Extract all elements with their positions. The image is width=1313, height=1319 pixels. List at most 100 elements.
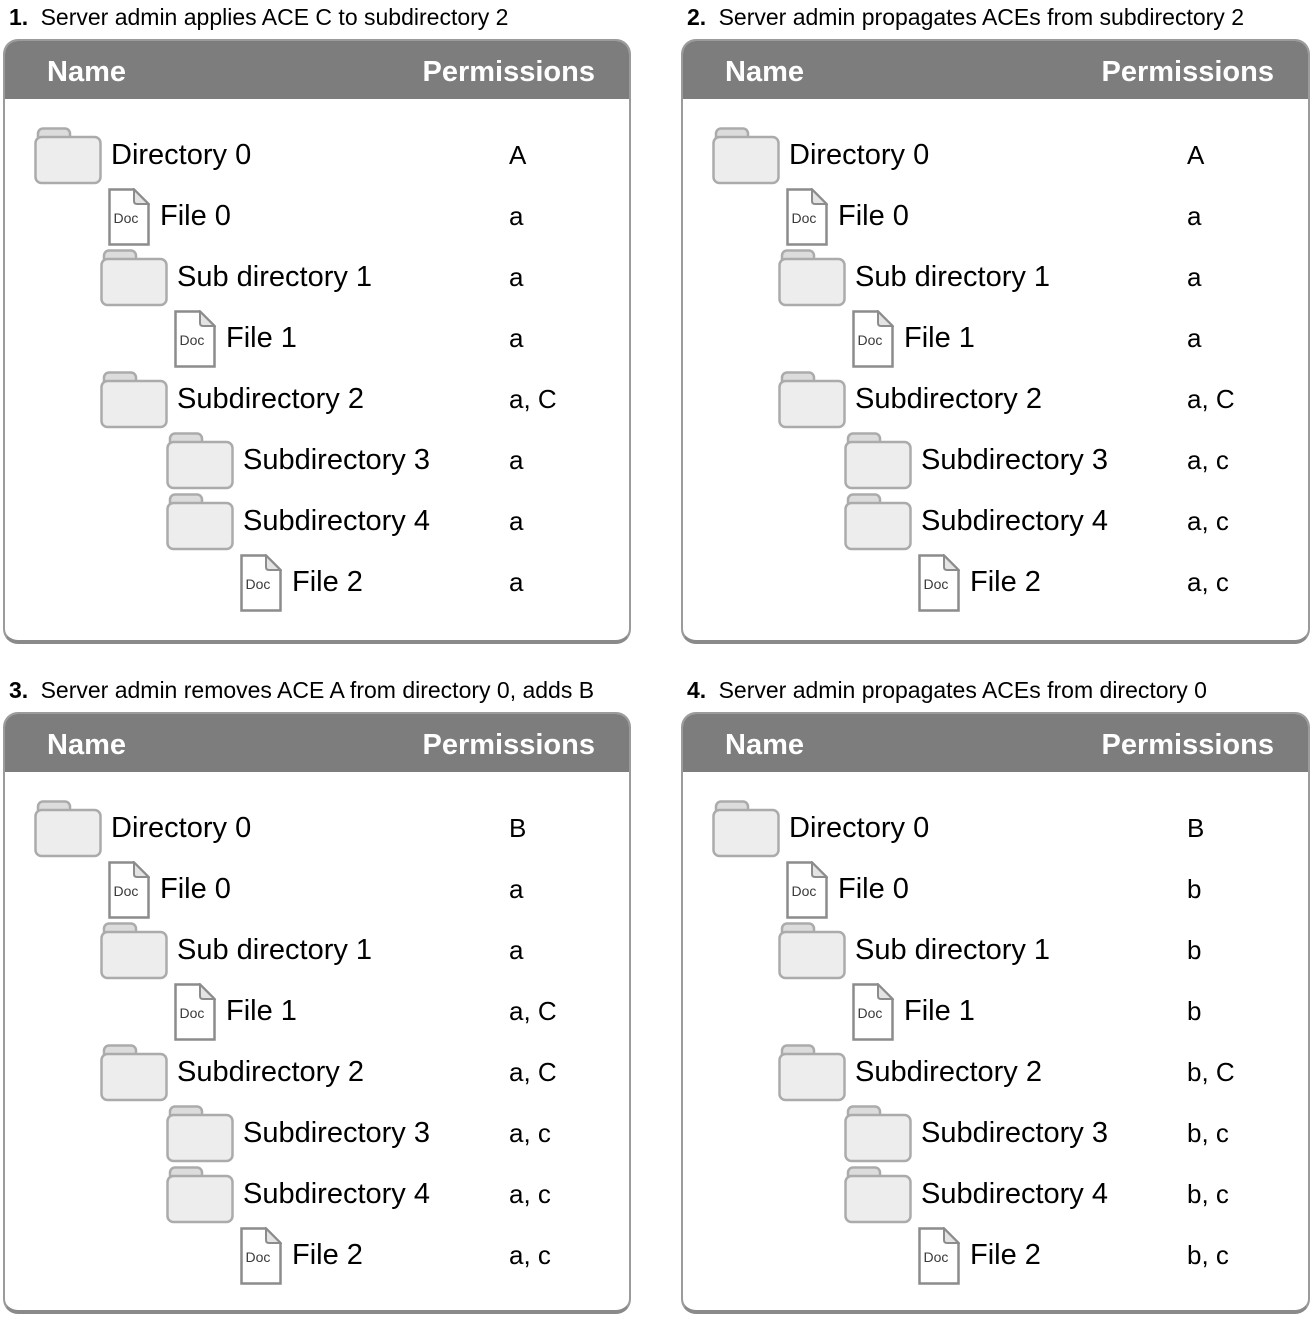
doc-icon-label: Doc (246, 576, 271, 592)
item-permissions: a (509, 935, 524, 965)
table-row: Subdirectory 3 a, c (5, 1103, 629, 1164)
item-permissions: a (1187, 201, 1202, 231)
folder-icon (166, 431, 234, 489)
table-row: Doc File 1 a (5, 308, 629, 369)
doc-icon-label: Doc (792, 883, 817, 899)
item-name: Subdirectory 3 (921, 444, 1108, 476)
doc-icon-wrap: Doc (786, 860, 828, 919)
doc-icon: Doc (918, 553, 960, 612)
doc-icon-wrap: Doc (918, 1226, 960, 1285)
item-permissions: a (509, 201, 524, 231)
step-caption: Server admin removes ACE A from director… (34, 677, 595, 703)
folder-icon (100, 921, 168, 979)
item-name: File 0 (838, 873, 909, 905)
item-name: Subdirectory 2 (177, 1056, 364, 1088)
folder-icon (778, 370, 846, 428)
file-listing-table: Name Permissions Directory 0 A Doc File … (681, 39, 1310, 644)
table-row: Sub directory 1 a (5, 920, 629, 981)
item-name: Sub directory 1 (177, 261, 373, 293)
doc-icon: Doc (852, 982, 894, 1041)
item-name: Subdirectory 4 (243, 505, 430, 537)
item-name: File 0 (160, 873, 231, 905)
table-row: Sub directory 1 b (683, 920, 1308, 981)
column-header-permissions: Permissions (1101, 729, 1274, 761)
item-name: Sub directory 1 (855, 934, 1051, 966)
table-row: Doc File 2 a, c (683, 552, 1308, 613)
item-permissions: a, c (1187, 445, 1229, 475)
item-permissions: a (509, 567, 524, 597)
folder-icon (166, 1165, 234, 1223)
table-row: Sub directory 1 a (683, 247, 1308, 308)
panel-title: 4. Server admin propagates ACEs from dir… (687, 675, 1310, 705)
folder-icon (712, 799, 780, 857)
folder-icon (100, 248, 168, 306)
item-permissions: b, C (1187, 1057, 1235, 1087)
table-row: Subdirectory 2 a, C (5, 1042, 629, 1103)
item-permissions: a, c (509, 1118, 551, 1148)
item-name: Subdirectory 2 (855, 383, 1042, 415)
doc-icon-label: Doc (858, 1005, 883, 1021)
panel-title: 2. Server admin propagates ACEs from sub… (687, 2, 1310, 32)
item-name: Sub directory 1 (855, 261, 1051, 293)
doc-icon-label: Doc (114, 883, 139, 899)
item-permissions: b, c (1187, 1179, 1229, 1209)
doc-icon-label: Doc (858, 332, 883, 348)
table-header: Name Permissions (683, 41, 1308, 99)
panel-title: 3. Server admin removes ACE A from direc… (9, 675, 631, 705)
item-permissions: a, c (1187, 567, 1229, 597)
table-row: Doc File 2 a (5, 552, 629, 613)
item-permissions: B (509, 813, 527, 843)
diagram-panel: 2. Server admin propagates ACEs from sub… (681, 2, 1310, 644)
item-permissions: a (509, 506, 524, 536)
doc-icon-label: Doc (924, 576, 949, 592)
folder-icon (778, 1043, 846, 1101)
table-row: Directory 0 A (5, 125, 629, 186)
folder-icon-wrap (712, 799, 780, 858)
doc-icon-wrap: Doc (240, 553, 282, 612)
column-header-permissions: Permissions (422, 56, 595, 88)
item-permissions: a, C (509, 384, 557, 414)
item-name: File 2 (292, 1239, 363, 1271)
item-permissions: a, C (1187, 384, 1235, 414)
item-name: File 2 (292, 566, 363, 598)
doc-icon-label: Doc (114, 210, 139, 226)
folder-icon (166, 1104, 234, 1162)
diagram-panel: 4. Server admin propagates ACEs from dir… (681, 675, 1310, 1314)
item-name: File 0 (838, 200, 909, 232)
doc-icon-label: Doc (180, 332, 205, 348)
folder-icon-wrap (34, 126, 102, 185)
table-row: Doc File 1 a, C (5, 981, 629, 1042)
folder-icon-wrap (166, 1104, 234, 1163)
table-row: Subdirectory 3 a, c (683, 430, 1308, 491)
folder-icon-wrap (844, 1165, 912, 1224)
item-permissions: a, c (509, 1179, 551, 1209)
column-header-name: Name (47, 56, 126, 88)
doc-icon-wrap: Doc (918, 553, 960, 612)
folder-icon-wrap (100, 921, 168, 980)
item-name: Subdirectory 3 (243, 1117, 430, 1149)
item-name: Directory 0 (789, 812, 930, 844)
folder-icon (34, 799, 102, 857)
table-row: Subdirectory 2 a, C (683, 369, 1308, 430)
step-number: 3. (9, 677, 29, 703)
item-permissions: a (1187, 262, 1202, 292)
item-permissions: a, c (1187, 506, 1229, 536)
table-row: Directory 0 B (5, 798, 629, 859)
item-name: Subdirectory 3 (243, 444, 430, 476)
folder-icon-wrap (844, 431, 912, 490)
table-row: Subdirectory 3 a (5, 430, 629, 491)
file-listing-table: Name Permissions Directory 0 A Doc File … (3, 39, 631, 644)
doc-icon: Doc (240, 553, 282, 612)
file-listing-table: Name Permissions Directory 0 B Doc File … (3, 712, 631, 1314)
table-body: Directory 0 A Doc File 0 a Sub directory… (5, 99, 629, 613)
diagram-panel: 1. Server admin applies ACE C to subdire… (3, 2, 631, 644)
table-row: Doc File 0 a (5, 859, 629, 920)
step-caption: Server admin applies ACE C to subdirecto… (34, 4, 509, 30)
folder-icon (712, 126, 780, 184)
doc-icon-wrap: Doc (240, 1226, 282, 1285)
item-permissions: a (509, 262, 524, 292)
folder-icon-wrap (844, 492, 912, 551)
folder-icon (166, 492, 234, 550)
folder-icon-wrap (34, 799, 102, 858)
